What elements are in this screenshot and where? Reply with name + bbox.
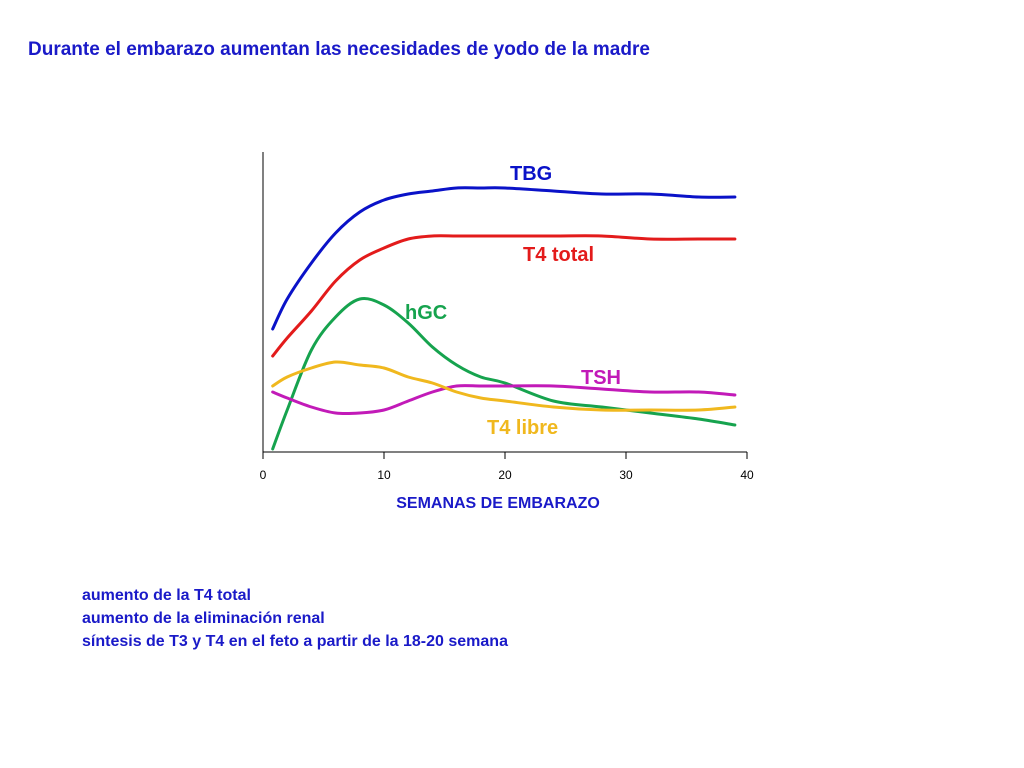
series-label: hGC xyxy=(405,302,447,324)
slide-title: Durante el embarazo aumentan las necesid… xyxy=(28,39,650,60)
series-label: T4 total xyxy=(523,244,594,266)
x-tick-label: 10 xyxy=(377,468,391,482)
x-tick-label: 30 xyxy=(619,468,633,482)
series-label: TBG xyxy=(510,163,552,185)
x-tick-label: 0 xyxy=(260,468,267,482)
x-axis-label: SEMANAS DE EMBARAZO xyxy=(396,495,600,512)
x-tick-label: 20 xyxy=(498,468,512,482)
series-line xyxy=(271,186,737,331)
x-tick-label: 40 xyxy=(740,468,754,482)
series-label: T4 libre xyxy=(487,417,558,439)
note-line: aumento de la eliminación renal xyxy=(82,610,325,627)
series-line xyxy=(271,234,737,358)
note-line: síntesis de T3 y T4 en el feto a partir … xyxy=(82,633,508,650)
note-line: aumento de la T4 total xyxy=(82,587,251,604)
series-label: TSH xyxy=(581,367,621,389)
series-line xyxy=(271,360,737,412)
